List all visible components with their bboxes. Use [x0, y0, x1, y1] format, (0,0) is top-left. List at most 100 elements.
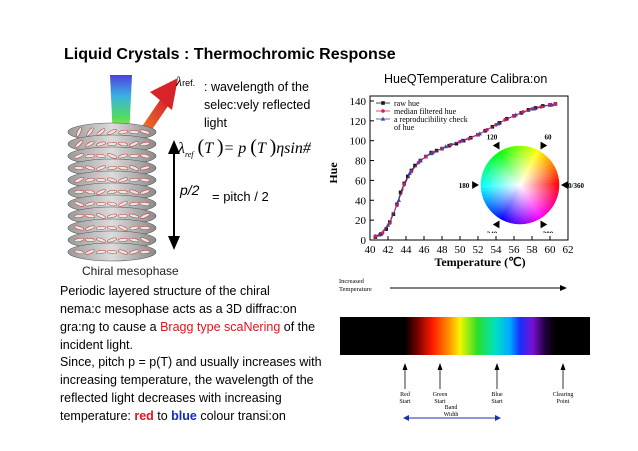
- increased-temperature-label-2: Temperature: [339, 286, 372, 293]
- lc-molecule: [106, 142, 118, 146]
- x-tick-label: 60: [545, 244, 557, 256]
- lc-molecule: [139, 202, 151, 206]
- lc-molecule: [106, 237, 118, 243]
- lc-molecule: [106, 213, 118, 219]
- hue-marker-arrow: [540, 141, 548, 150]
- y-tick-label: 20: [355, 215, 367, 227]
- band-width-arrowhead-right: [495, 415, 501, 421]
- legend-marker: [381, 101, 385, 105]
- x-tick-label: 44: [401, 244, 413, 256]
- lc-molecule: [128, 201, 140, 207]
- reproducibility-point: [376, 232, 382, 237]
- lc-molecule: [106, 225, 118, 231]
- lc-molecule: [117, 129, 129, 135]
- lc-molecule: [85, 140, 95, 148]
- lc-molecule: [95, 178, 107, 182]
- lc-molecule: [95, 226, 107, 230]
- lc-molecule: [84, 189, 96, 195]
- raw-hue-point: [384, 227, 388, 231]
- hue-temperature-chart: 0 20 40 60 80 100 120 140 40 42 44 46 48 50 52 54 56 58 6…: [330, 95, 574, 269]
- plot-area: [369, 95, 569, 241]
- y-tick-label: 80: [355, 156, 367, 168]
- raw-hue-point: [413, 163, 417, 168]
- lc-molecule: [76, 127, 82, 137]
- x-tick-label: 50: [455, 244, 467, 256]
- lc-molecule: [74, 201, 84, 207]
- reproducibility-point: [477, 131, 482, 136]
- lc-molecule: [73, 249, 85, 255]
- legend-label: median filtered hue: [394, 107, 457, 116]
- lc-molecule: [106, 201, 118, 207]
- spectrum-label: Start: [434, 399, 446, 405]
- y-tick-label: 60: [355, 175, 367, 187]
- lc-molecule: [86, 127, 94, 137]
- hue-wheel-label: 300: [543, 230, 554, 233]
- legend-label: raw hue: [394, 99, 420, 108]
- lc-molecule: [73, 166, 85, 170]
- lc-molecule: [139, 129, 151, 135]
- lc-molecule: [95, 237, 107, 243]
- lc-molecule: [74, 153, 84, 159]
- lc-molecule: [139, 189, 151, 195]
- hue-wheel-label: 180: [459, 182, 470, 190]
- x-tick-label: 58: [527, 244, 539, 256]
- y-tick-label: 100: [350, 136, 367, 148]
- lc-molecule: [106, 250, 118, 254]
- lc-molecule: [117, 177, 129, 183]
- x-tick-label: 62: [563, 244, 574, 256]
- lc-molecule: [117, 141, 129, 147]
- hue-marker-arrow: [540, 220, 548, 229]
- raw-hue-point: [406, 174, 410, 179]
- disk-stack: [67, 122, 157, 262]
- spectrum-label: Blue: [491, 392, 503, 398]
- lc-molecule: [117, 249, 129, 255]
- lc-molecule: [128, 225, 140, 231]
- wavelength-description: : wavelength of the selec:vely reflected…: [204, 80, 311, 130]
- reproducibility-point: [531, 106, 536, 111]
- lc-molecule: [117, 190, 129, 194]
- raw-hue-point: [541, 104, 545, 108]
- reproducibility-point: [459, 138, 464, 143]
- y-axis-label: Hue: [330, 162, 340, 184]
- lc-molecule: [118, 225, 128, 231]
- x-tick-label: 52: [473, 244, 484, 256]
- spectrum-label: Start: [399, 399, 411, 405]
- lc-molecule: [73, 237, 85, 243]
- hue-wheel-label: 60: [545, 134, 553, 142]
- spectrum-label: Point: [557, 399, 570, 405]
- paragraph-temperature: Since, pitch p = p(T) and usually increa…: [60, 355, 322, 423]
- y-tick-label: 40: [355, 195, 367, 207]
- lc-molecule: [128, 213, 140, 219]
- lc-molecule: [128, 189, 140, 195]
- band-width-label: Band: [445, 405, 458, 411]
- lc-molecule: [73, 225, 85, 231]
- lc-molecule: [96, 213, 106, 219]
- hue-wheel-label: 240: [487, 230, 498, 233]
- median-hue-point: [553, 102, 558, 106]
- median-hue-point: [539, 105, 543, 109]
- lc-molecule: [106, 166, 118, 170]
- lc-molecule: [128, 249, 140, 255]
- x-tick-label: 40: [365, 244, 377, 256]
- lc-molecule: [139, 226, 151, 230]
- lc-molecule: [128, 178, 140, 182]
- p2-arrow: [168, 140, 180, 250]
- x-tick-label: 54: [491, 244, 503, 256]
- spectrum-label: Green: [433, 392, 448, 398]
- paragraph-structure: Periodic layered structure of the chiral…: [60, 284, 316, 352]
- lc-molecule: [139, 141, 151, 147]
- lambda-ref-label: λref.: [176, 75, 196, 90]
- reproducibility-point: [385, 222, 391, 227]
- lc-molecule: [140, 237, 150, 243]
- increased-temperature-label: Increased: [339, 278, 365, 285]
- lc-molecule: [84, 225, 96, 231]
- legend-label: a reproducibility check: [394, 115, 468, 124]
- hue-marker-arrow: [492, 141, 500, 150]
- lc-molecule: [140, 213, 150, 219]
- lc-molecule: [84, 154, 96, 158]
- lc-molecule: [117, 214, 129, 218]
- median-hue-point: [485, 127, 489, 132]
- lc-molecule: [84, 214, 96, 218]
- reproducibility-point: [495, 121, 500, 126]
